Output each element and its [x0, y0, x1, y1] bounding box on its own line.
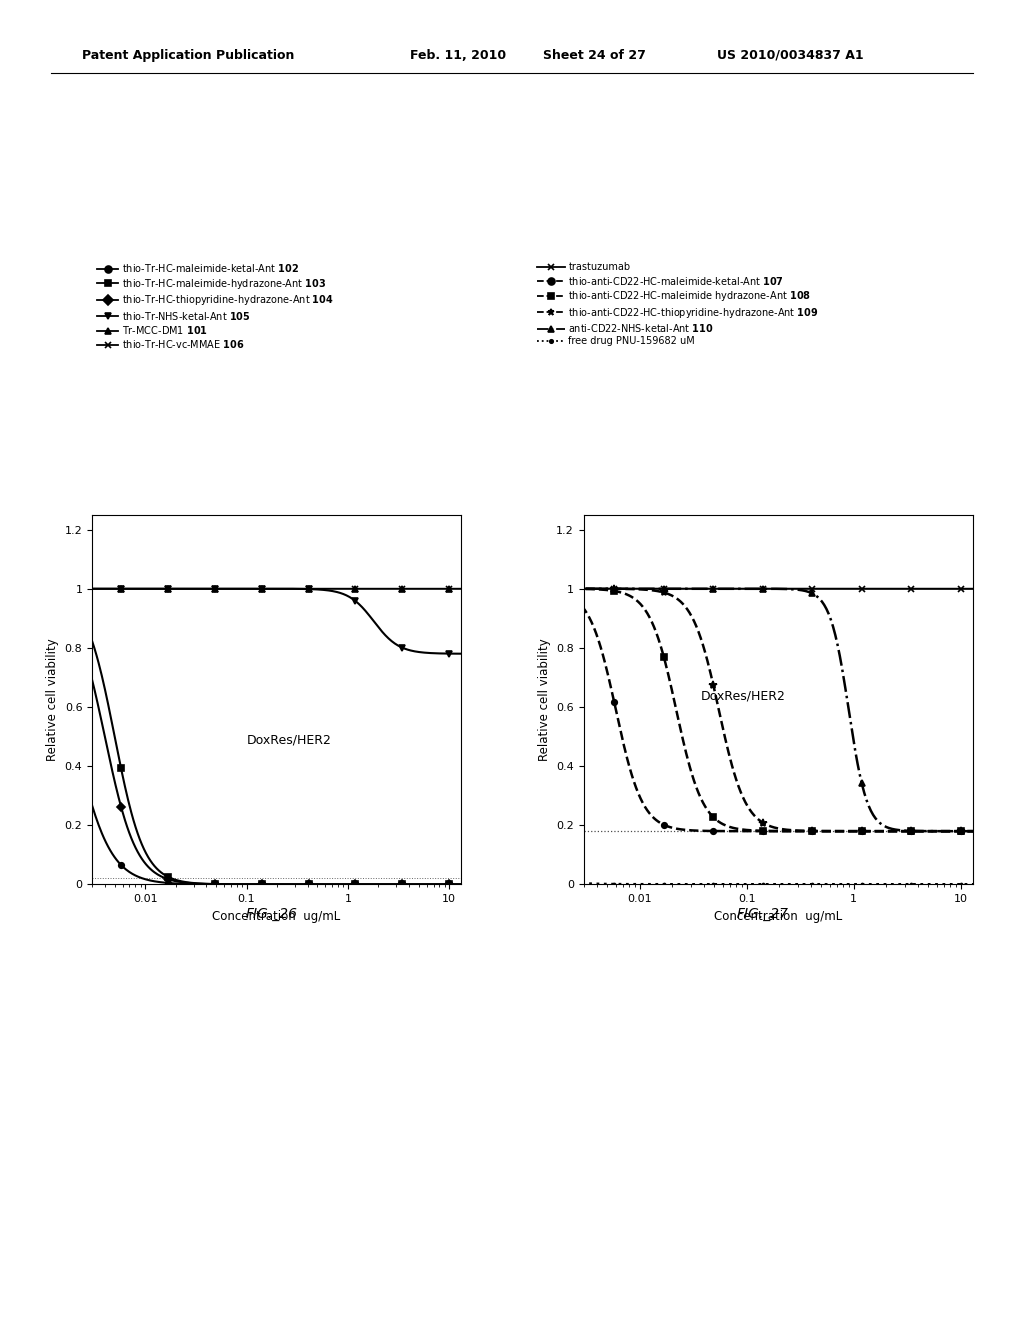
- X-axis label: Concentration  ug/mL: Concentration ug/mL: [714, 909, 843, 923]
- Text: Sheet 24 of 27: Sheet 24 of 27: [543, 49, 645, 62]
- Y-axis label: Relative cell viability: Relative cell viability: [538, 639, 551, 760]
- Text: US 2010/0034837 A1: US 2010/0034837 A1: [717, 49, 863, 62]
- Legend: thio-Tr-HC-maleimide-ketal-Ant $\bf{102}$, thio-Tr-HC-maleimide-hydrazone-Ant $\: thio-Tr-HC-maleimide-ketal-Ant $\bf{102}…: [97, 263, 334, 350]
- Text: FIG._27: FIG._27: [737, 907, 788, 920]
- Text: DoxRes/HER2: DoxRes/HER2: [700, 689, 785, 702]
- X-axis label: Concentration  ug/mL: Concentration ug/mL: [212, 909, 341, 923]
- Legend: trastuzumab, thio-anti-CD22-HC-maleimide-ketal-Ant $\bf{107}$, thio-anti-CD22-HC: trastuzumab, thio-anti-CD22-HC-maleimide…: [538, 263, 819, 346]
- Text: DoxRes/HER2: DoxRes/HER2: [247, 734, 332, 747]
- Text: Patent Application Publication: Patent Application Publication: [82, 49, 294, 62]
- Y-axis label: Relative cell viability: Relative cell viability: [46, 639, 59, 760]
- Text: Feb. 11, 2010: Feb. 11, 2010: [410, 49, 506, 62]
- Text: FIG._26: FIG._26: [246, 907, 297, 920]
